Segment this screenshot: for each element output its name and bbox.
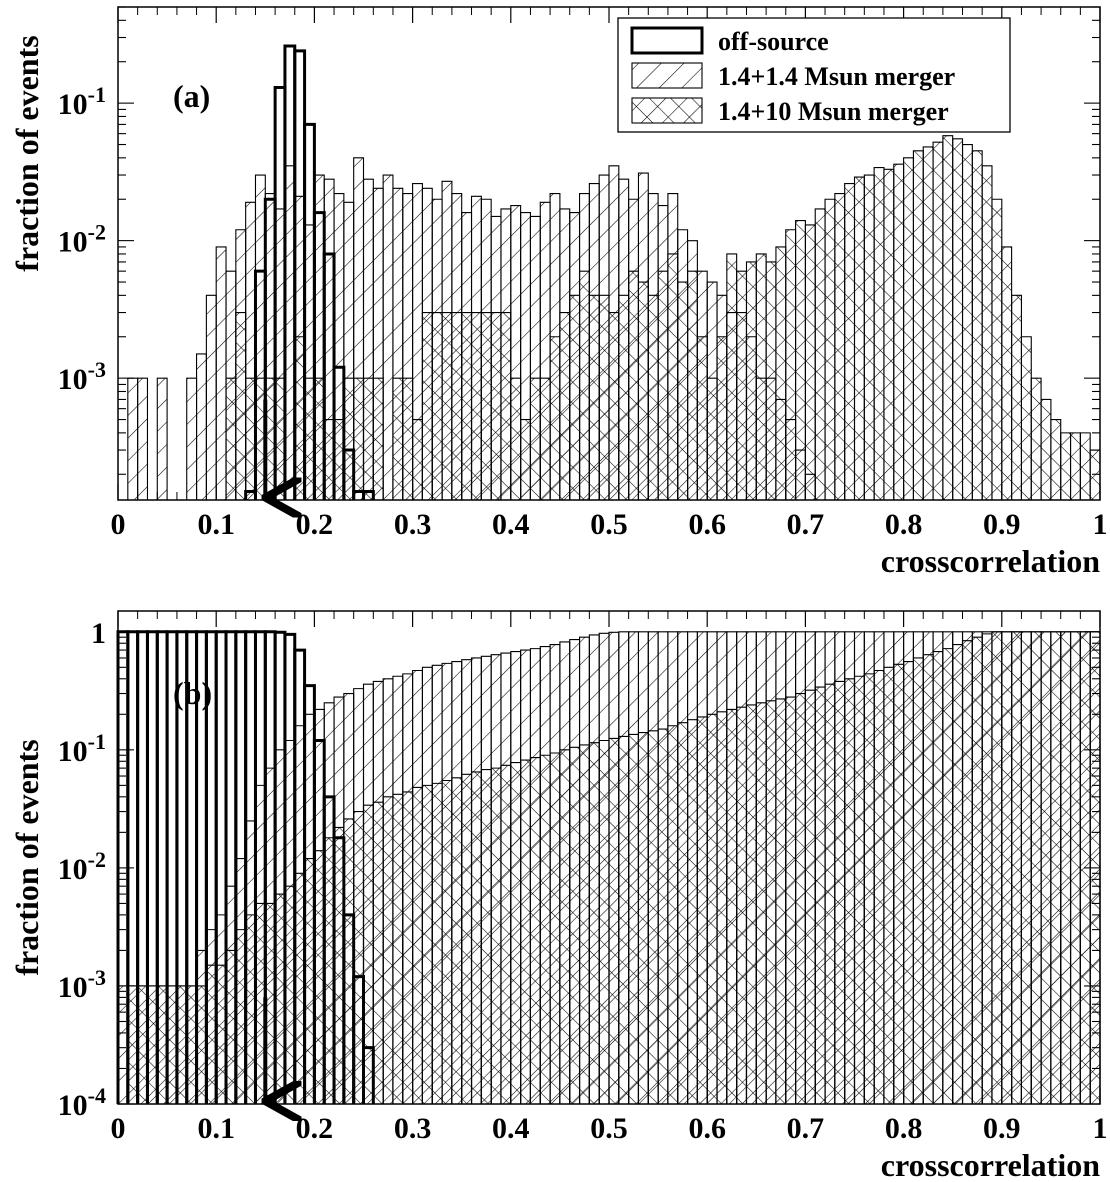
histogram-bin: [137, 377, 149, 500]
x-tick-label: 0.2: [296, 508, 334, 541]
legend: off-source 1.4+1.4 Msun merger 1.4+10 Msun…: [617, 17, 1011, 133]
x-tick-label: 0.4: [492, 508, 530, 541]
legend-label: off-source: [718, 27, 829, 56]
legend-swatch: [631, 97, 703, 124]
x-tick-label: 0.5: [590, 1112, 628, 1145]
x-tick-label: 0.8: [885, 1112, 923, 1145]
panel-a-x-axis-title: crosscorrelation: [881, 543, 1100, 579]
legend-swatch: [630, 26, 704, 55]
x-tick-label: 0.3: [394, 508, 432, 541]
panel-b-x-axis-title: crosscorrelation: [881, 1147, 1100, 1182]
histogram-bin: [352, 975, 365, 1104]
histogram-bin: [362, 1046, 375, 1104]
x-tick-label: 0.9: [983, 508, 1021, 541]
x-tick-label: 0.1: [197, 508, 235, 541]
panel-b: 0 0.1 0.2 0.3 0.4 0.5 0.6 0.7 0.8 0.9 1 1 10-1 10-2 10…: [9, 610, 1108, 1182]
series-off-source: [244, 44, 375, 500]
y-tick-label: 1: [91, 617, 106, 650]
x-tick-label: 0.2: [296, 1112, 334, 1145]
y-tick-label: 10-4: [58, 1083, 106, 1122]
legend-swatch: [631, 62, 703, 89]
y-tick-label: 10-1: [58, 729, 106, 768]
histogram-bin: [342, 448, 356, 500]
panel-b-series: [116, 630, 1101, 1104]
y-tick-label: 10-3: [58, 965, 106, 1004]
x-tick-label: 0: [111, 508, 126, 541]
x-tick-label: 0.7: [787, 508, 825, 541]
x-tick-label: 0.6: [688, 508, 726, 541]
legend-entry: off-source: [630, 26, 829, 56]
x-tick-label: 0.9: [983, 1112, 1021, 1145]
legend-label: 1.4+10 Msun merger: [718, 97, 949, 126]
panel-a-y-axis-title: fraction of events: [9, 35, 45, 271]
panel-b-label: (b): [173, 675, 212, 711]
x-tick-label: 0.3: [394, 1112, 432, 1145]
x-tick-label: 0.5: [590, 508, 628, 541]
legend-entry: 1.4+1.4 Msun merger: [631, 62, 955, 91]
panel-b-y-axis-title: fraction of events: [9, 739, 45, 975]
x-tick-label: 0: [111, 1112, 126, 1145]
histogram-bin: [156, 377, 168, 500]
x-tick-label: 0.8: [885, 508, 923, 541]
x-tick-label: 0.7: [787, 1112, 825, 1145]
legend-label: 1.4+1.4 Msun merger: [718, 62, 955, 91]
x-tick-label: 1: [1093, 508, 1108, 541]
y-tick-label: 10-1: [58, 82, 106, 121]
panel-a-ticks: 0 0.1 0.2 0.3 0.4 0.5 0.6 0.7 0.8 0.9 1 10-1 10-2 10-…: [58, 6, 1108, 541]
y-tick-label: 10-2: [58, 847, 106, 886]
panel-a: 0 0.1 0.2 0.3 0.4 0.5 0.6 0.7 0.8 0.9 1 10-1 10-2 10-…: [9, 6, 1108, 579]
histogram-bin: [332, 365, 346, 500]
x-tick-label: 0.1: [197, 1112, 235, 1145]
series-merger-1-4-1-4: [118, 157, 1100, 500]
x-tick-label: 0.6: [688, 1112, 726, 1145]
legend-entry: 1.4+10 Msun merger: [631, 97, 949, 126]
y-tick-label: 10-2: [58, 220, 106, 259]
panel-b-ticks: 0 0.1 0.2 0.3 0.4 0.5 0.6 0.7 0.8 0.9 1 1 10-1 10-2 10…: [58, 611, 1108, 1145]
x-tick-label: 1: [1093, 1112, 1108, 1145]
panel-a-series: [118, 44, 1101, 500]
x-tick-label: 0.4: [492, 1112, 530, 1145]
panel-a-label: (a): [173, 78, 210, 114]
y-tick-label: 10-3: [58, 357, 106, 396]
